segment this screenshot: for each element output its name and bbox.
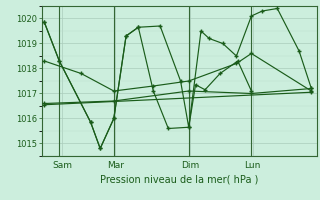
X-axis label: Pression niveau de la mer( hPa ): Pression niveau de la mer( hPa ): [100, 174, 258, 184]
